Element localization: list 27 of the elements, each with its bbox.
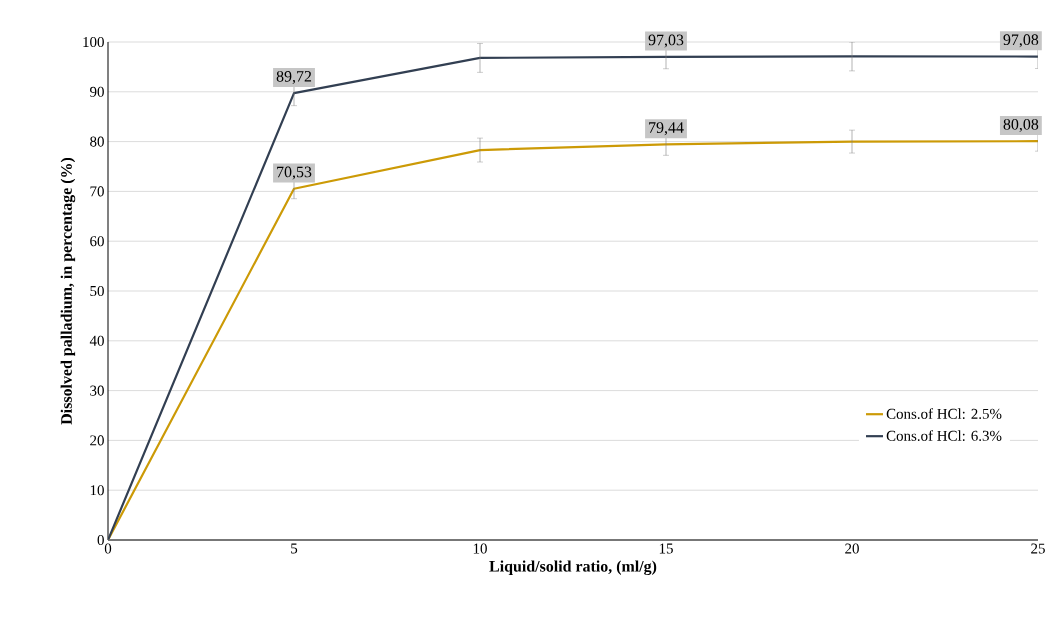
y-tick-label: 10 xyxy=(90,485,104,496)
x-tick-label: 0 xyxy=(104,543,112,554)
y-tick-label: 40 xyxy=(89,335,104,346)
data-label: 97,08 xyxy=(1003,34,1039,48)
y-tick-label: 0 xyxy=(97,534,104,546)
y-tick-label: 90 xyxy=(90,86,104,97)
x-axis-title: Liquid/solid ratio, (ml/g) xyxy=(489,560,657,576)
x-tick-label: 15 xyxy=(659,543,673,554)
x-tick-label: 5 xyxy=(291,543,298,554)
data-label: 70,53 xyxy=(277,166,312,180)
y-tick-label: 60 xyxy=(90,236,104,247)
x-tick-label: 20 xyxy=(845,543,859,554)
y-tick-label: 50 xyxy=(90,285,104,297)
y-tick-label: 100 xyxy=(83,36,104,48)
data-label: 79,44 xyxy=(649,122,684,136)
y-tick-label: 70 xyxy=(90,186,104,197)
data-label: 97,03 xyxy=(648,34,684,48)
y-tick-label: 20 xyxy=(90,435,104,446)
y-tick-label: 30 xyxy=(90,385,104,396)
x-tick-label: 25 xyxy=(1031,543,1045,554)
data-label: 89,72 xyxy=(276,70,312,85)
y-axis-title: Dissolved palladium, in percentage (%) xyxy=(60,157,76,425)
data-label: 80,08 xyxy=(1003,118,1039,133)
legend-label: Cons.of HCl: 6.3% xyxy=(886,430,1002,441)
legend-label: Cons.of HCl: 2.5% xyxy=(886,408,1002,419)
x-tick-label: 10 xyxy=(473,543,487,554)
y-tick-label: 80 xyxy=(90,136,104,147)
